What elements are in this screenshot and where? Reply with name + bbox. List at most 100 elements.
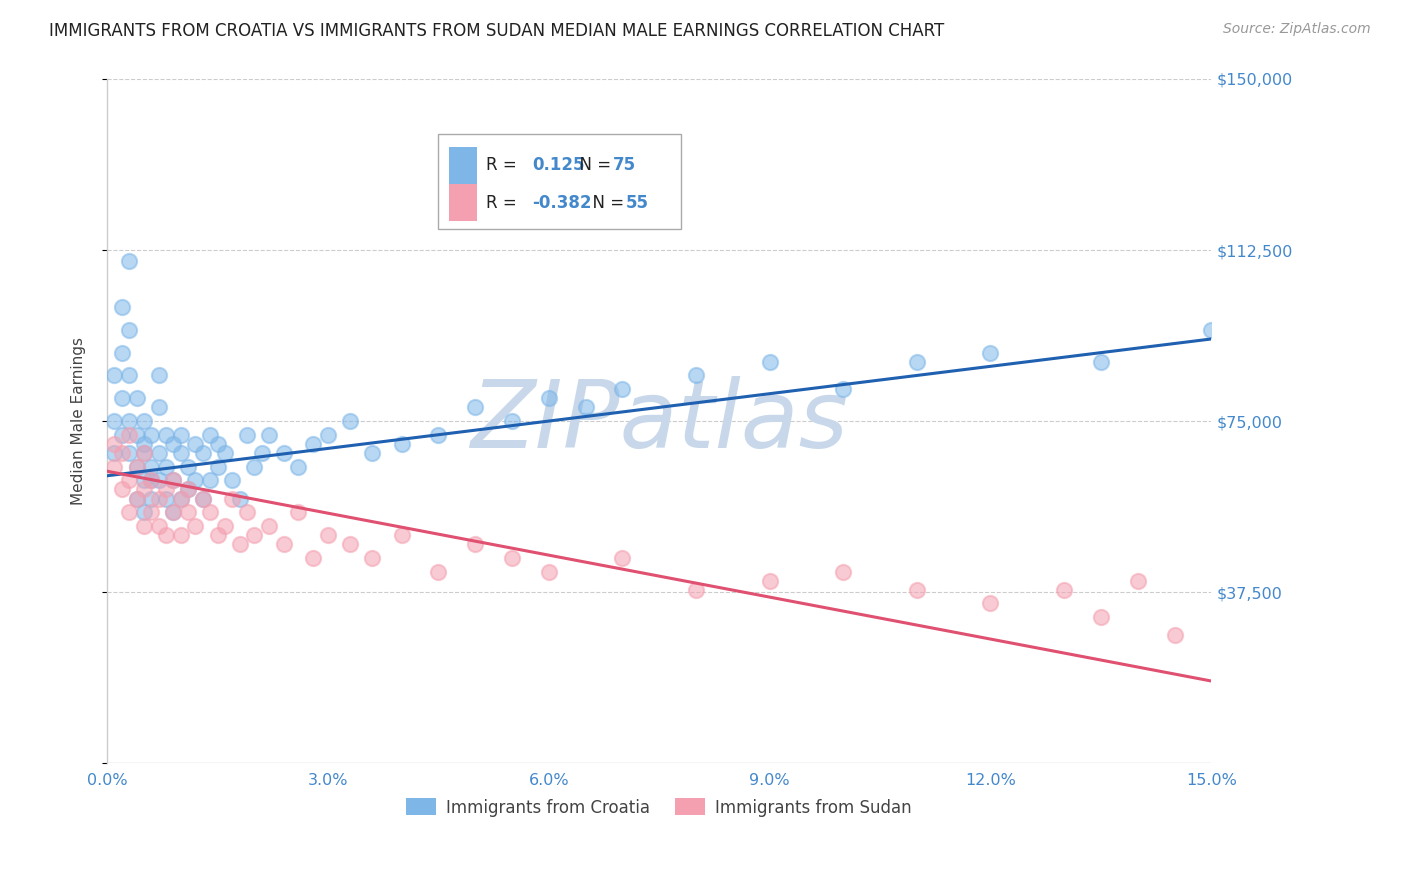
Point <box>198 505 221 519</box>
Point <box>464 401 486 415</box>
Point <box>1090 610 1112 624</box>
Point <box>148 401 170 415</box>
Point <box>758 574 780 588</box>
Point <box>148 519 170 533</box>
Point <box>170 446 193 460</box>
Point <box>132 474 155 488</box>
Point <box>236 427 259 442</box>
Point <box>177 483 200 497</box>
Point <box>118 254 141 268</box>
Point <box>132 483 155 497</box>
Point <box>1126 574 1149 588</box>
Point <box>685 368 707 383</box>
Point <box>832 565 855 579</box>
Point <box>391 528 413 542</box>
Point <box>221 474 243 488</box>
Text: 55: 55 <box>626 194 650 211</box>
Point <box>103 446 125 460</box>
Point <box>132 519 155 533</box>
Point <box>155 528 177 542</box>
Point <box>302 550 325 565</box>
Point <box>427 565 450 579</box>
Point <box>316 528 339 542</box>
Point <box>103 459 125 474</box>
Point <box>170 491 193 506</box>
Point <box>118 414 141 428</box>
Point <box>148 491 170 506</box>
Point <box>141 427 163 442</box>
Point <box>207 528 229 542</box>
Point <box>979 597 1001 611</box>
Point <box>1090 355 1112 369</box>
Point <box>125 427 148 442</box>
Point <box>141 474 163 488</box>
Point <box>273 446 295 460</box>
Point <box>162 505 184 519</box>
Point <box>574 401 596 415</box>
Point <box>141 474 163 488</box>
Point <box>125 491 148 506</box>
Point <box>464 537 486 551</box>
Point <box>111 483 134 497</box>
Text: 0.125: 0.125 <box>533 156 585 174</box>
Y-axis label: Median Male Earnings: Median Male Earnings <box>72 337 86 505</box>
Point <box>979 345 1001 359</box>
Point <box>111 427 134 442</box>
Point <box>361 550 384 565</box>
Point <box>207 459 229 474</box>
Point <box>132 437 155 451</box>
Point <box>302 437 325 451</box>
Point <box>1163 628 1185 642</box>
Point <box>155 459 177 474</box>
Point <box>537 565 560 579</box>
Point <box>427 427 450 442</box>
Point <box>148 446 170 460</box>
Point <box>118 474 141 488</box>
Point <box>905 355 928 369</box>
Text: -0.382: -0.382 <box>533 194 592 211</box>
Point <box>162 474 184 488</box>
Point <box>118 427 141 442</box>
Text: R =: R = <box>486 194 527 211</box>
Point <box>170 491 193 506</box>
Point <box>148 368 170 383</box>
Point <box>125 391 148 405</box>
Point <box>537 391 560 405</box>
Point <box>257 519 280 533</box>
Point <box>339 414 361 428</box>
Point <box>118 368 141 383</box>
Point <box>501 414 523 428</box>
Point <box>228 491 250 506</box>
Point <box>758 355 780 369</box>
Point <box>207 437 229 451</box>
Text: Source: ZipAtlas.com: Source: ZipAtlas.com <box>1223 22 1371 37</box>
Text: IMMIGRANTS FROM CROATIA VS IMMIGRANTS FROM SUDAN MEDIAN MALE EARNINGS CORRELATIO: IMMIGRANTS FROM CROATIA VS IMMIGRANTS FR… <box>49 22 945 40</box>
Point <box>214 519 236 533</box>
Point <box>103 414 125 428</box>
Point <box>155 483 177 497</box>
Point <box>339 537 361 551</box>
Point <box>685 582 707 597</box>
Point <box>287 505 309 519</box>
Point <box>612 550 634 565</box>
Point <box>391 437 413 451</box>
Point <box>905 582 928 597</box>
Point <box>250 446 273 460</box>
Point <box>170 427 193 442</box>
Point <box>125 459 148 474</box>
Point <box>184 474 207 488</box>
Point <box>103 368 125 383</box>
Point <box>141 491 163 506</box>
Point <box>221 491 243 506</box>
Point <box>361 446 384 460</box>
Point <box>155 427 177 442</box>
Point <box>198 427 221 442</box>
Bar <box>450 184 477 221</box>
Point <box>184 519 207 533</box>
Point <box>132 446 155 460</box>
Point <box>177 483 200 497</box>
Text: N =: N = <box>582 194 630 211</box>
Point <box>111 345 134 359</box>
Point <box>191 446 214 460</box>
Point <box>832 382 855 396</box>
